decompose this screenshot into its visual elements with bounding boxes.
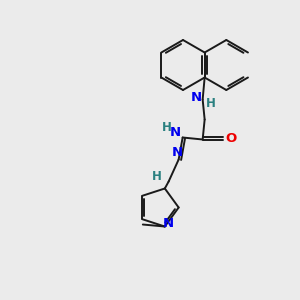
Text: N: N: [172, 146, 183, 159]
Text: H: H: [206, 97, 216, 110]
Text: N: N: [162, 217, 173, 230]
Text: H: H: [152, 170, 162, 183]
Text: O: O: [225, 132, 236, 145]
Text: H: H: [162, 121, 172, 134]
Text: N: N: [191, 91, 202, 104]
Text: N: N: [170, 126, 181, 139]
